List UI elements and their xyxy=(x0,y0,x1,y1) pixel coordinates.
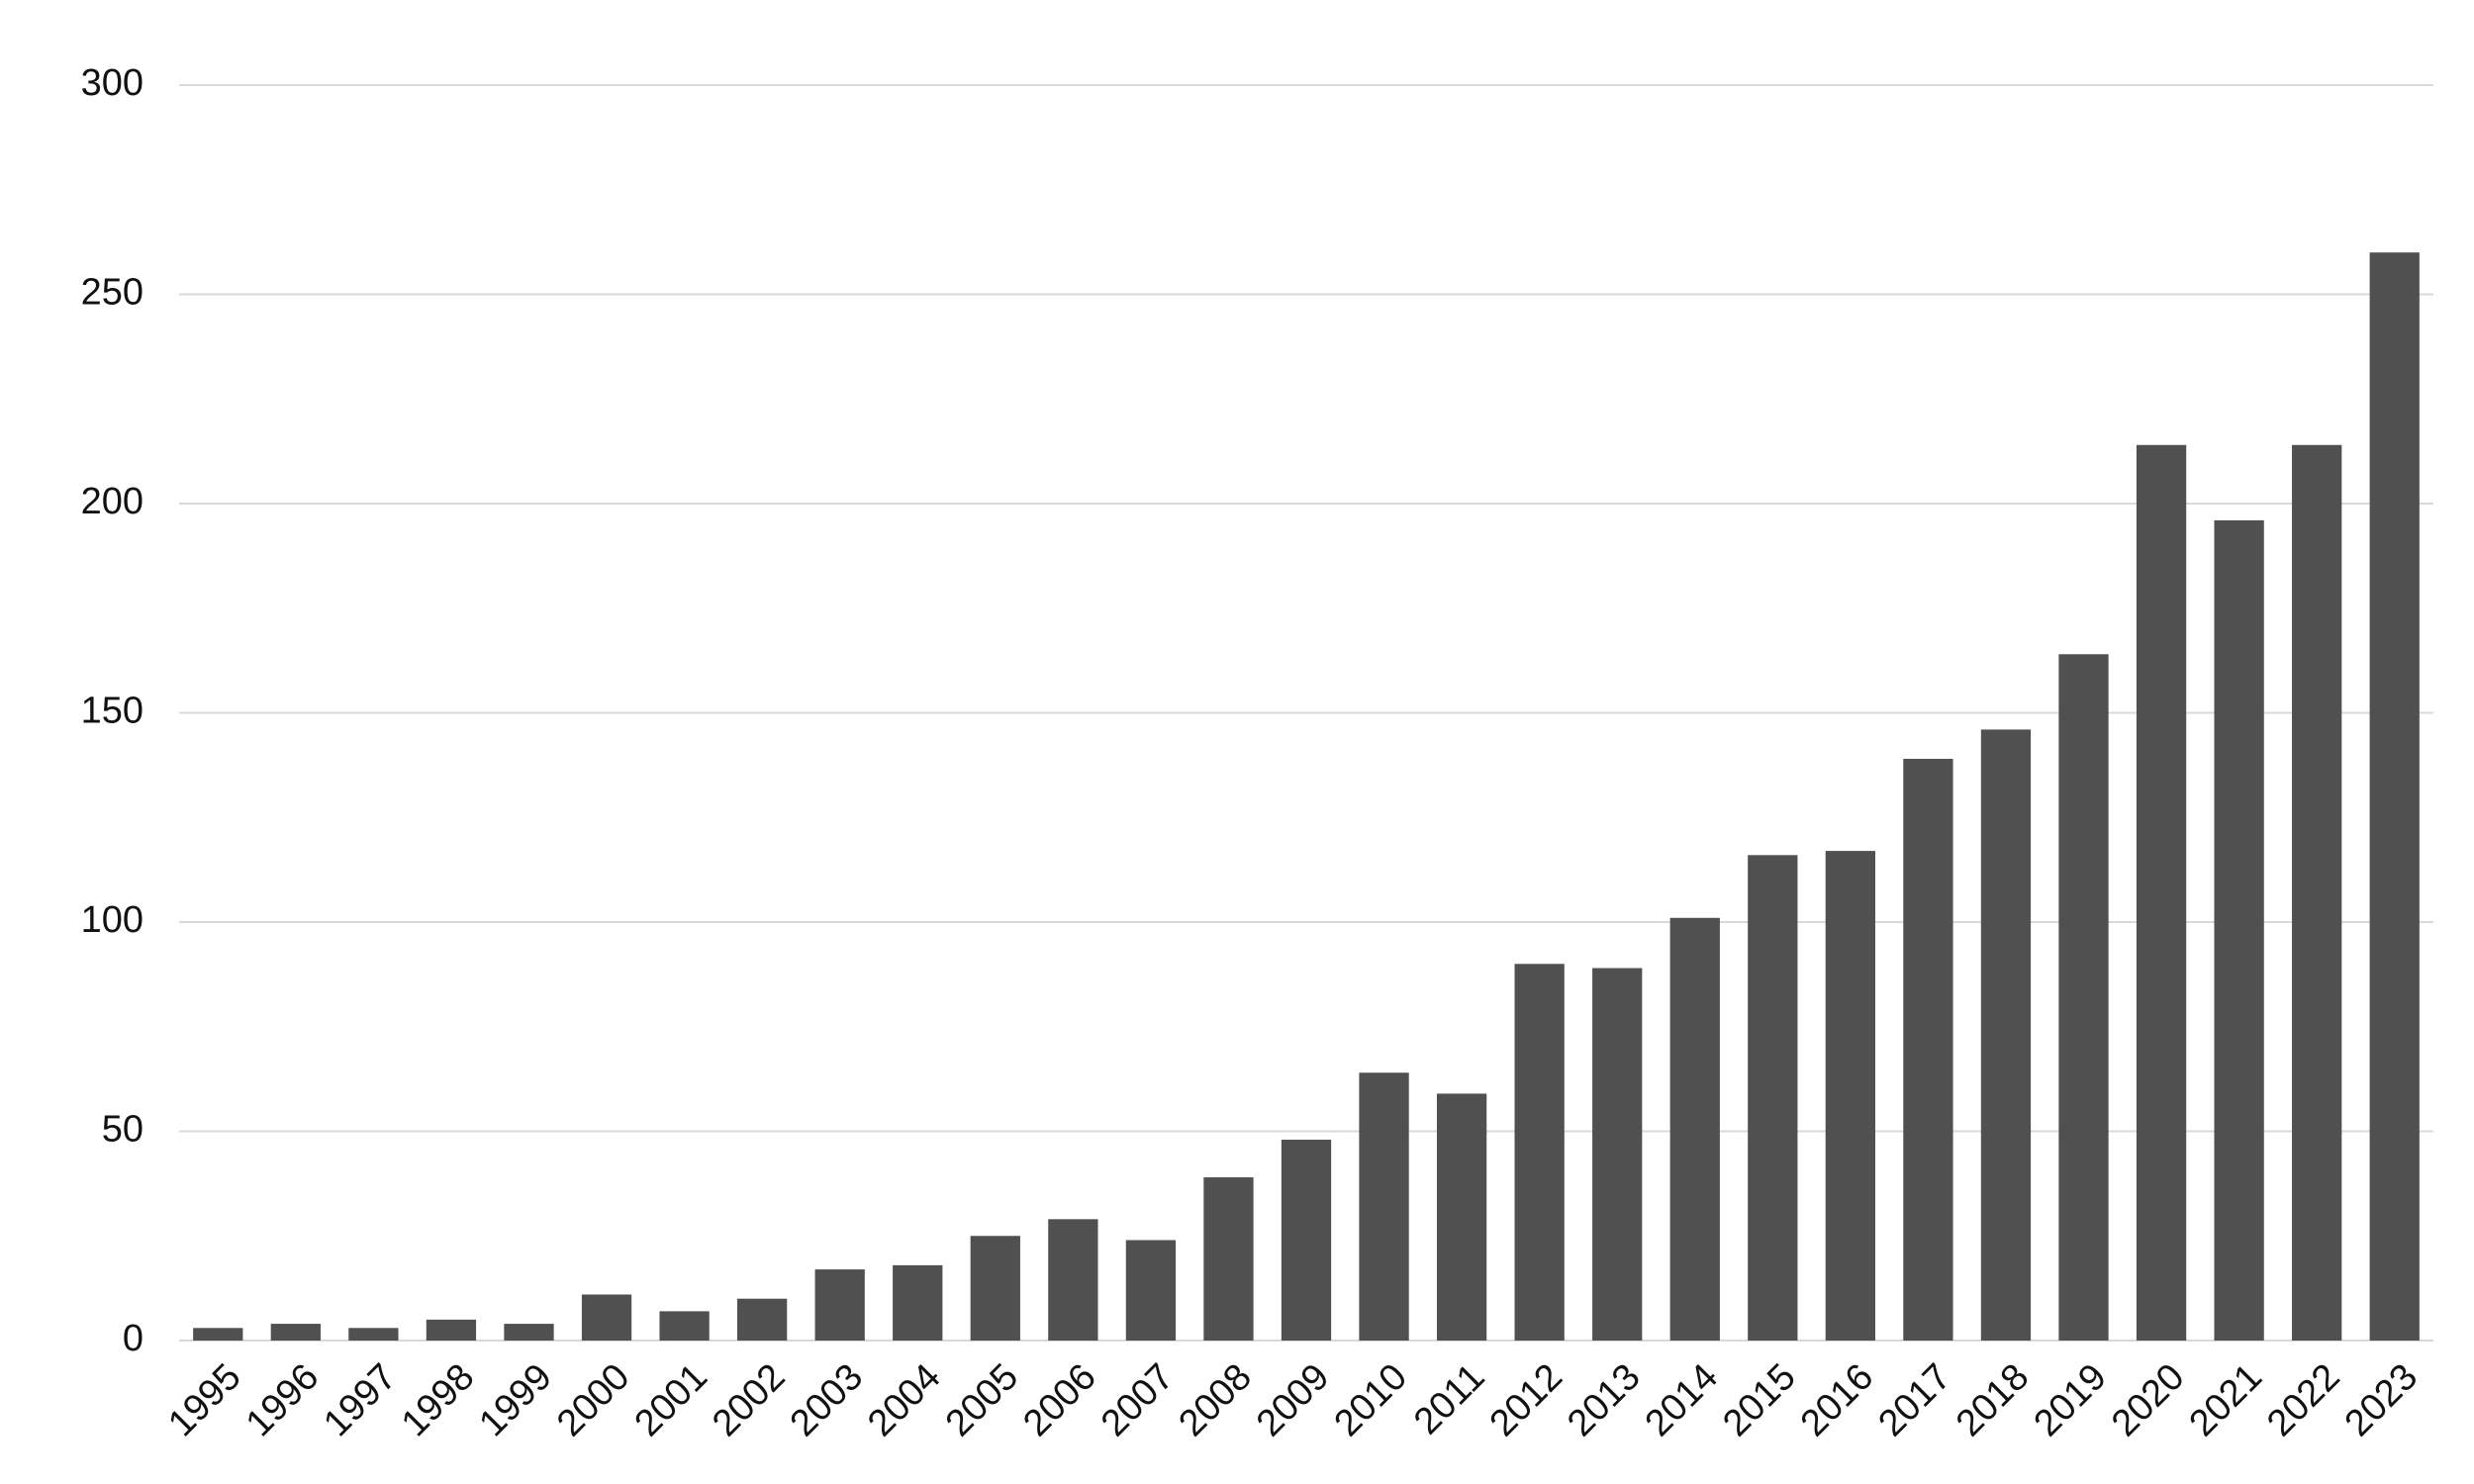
bar xyxy=(1980,729,2032,1341)
bar xyxy=(1669,917,1720,1341)
x-tick-label: 2005 xyxy=(938,1356,1026,1444)
x-tick-label: 2021 xyxy=(2182,1356,2270,1444)
x-tick-label: 2011 xyxy=(1406,1356,1492,1442)
x-tick-label: 2004 xyxy=(860,1356,948,1444)
bar xyxy=(504,1324,554,1341)
x-tick-label: 1997 xyxy=(316,1356,404,1444)
x-tick-label: 2022 xyxy=(2259,1356,2347,1444)
bar xyxy=(348,1328,399,1341)
bar xyxy=(581,1294,632,1341)
bar xyxy=(1748,855,1798,1341)
x-tick-label: 2017 xyxy=(1870,1356,1958,1444)
y-tick-label: 150 xyxy=(81,691,143,732)
bar xyxy=(270,1324,321,1341)
bar xyxy=(1825,851,1875,1341)
bar xyxy=(1903,759,1953,1341)
x-tick-label: 1995 xyxy=(160,1356,248,1444)
bar xyxy=(2369,252,2420,1342)
x-tick-label: 1999 xyxy=(471,1356,559,1444)
bar xyxy=(737,1298,788,1341)
x-tick-label: 2012 xyxy=(1482,1356,1570,1444)
y-tick-label: 0 xyxy=(123,1318,143,1359)
bar xyxy=(1125,1240,1177,1341)
y-tick-label: 250 xyxy=(81,272,143,314)
x-tick-label: 1998 xyxy=(394,1356,482,1444)
x-tick-label: 2010 xyxy=(1327,1356,1415,1444)
bar xyxy=(2214,519,2264,1341)
bar xyxy=(1203,1177,1254,1341)
x-tick-label: 2002 xyxy=(705,1356,793,1444)
bar xyxy=(2058,654,2109,1341)
x-tick-label: 2020 xyxy=(2104,1356,2192,1444)
y-tick-label: 50 xyxy=(102,1109,143,1151)
bar xyxy=(814,1269,865,1341)
bar xyxy=(1048,1219,1098,1341)
x-tick-label: 2003 xyxy=(783,1356,871,1444)
bar xyxy=(426,1319,477,1341)
bar xyxy=(2292,444,2342,1341)
x-tick-label: 2023 xyxy=(2337,1356,2426,1444)
bar xyxy=(970,1236,1020,1341)
y-tick-label: 200 xyxy=(81,481,143,522)
x-tick-label: 2019 xyxy=(2026,1356,2114,1444)
x-tick-label: 2015 xyxy=(1715,1356,1803,1444)
x-tick-label: 2006 xyxy=(1015,1356,1103,1444)
bar xyxy=(1281,1139,1332,1341)
bar xyxy=(2136,444,2187,1341)
x-tick-label: 2013 xyxy=(1560,1356,1648,1444)
bar xyxy=(659,1311,710,1341)
bar xyxy=(1359,1072,1409,1341)
x-tick-label: 2008 xyxy=(1171,1356,1259,1444)
bar xyxy=(893,1264,943,1341)
x-tick-label: 2007 xyxy=(1094,1356,1182,1444)
x-tick-label: 1996 xyxy=(238,1356,327,1444)
bar xyxy=(1514,964,1565,1341)
y-tick-label: 300 xyxy=(81,62,143,104)
x-tick-label: 2014 xyxy=(1638,1356,1726,1444)
x-tick-label: 2009 xyxy=(1249,1356,1337,1444)
y-tick-label: 100 xyxy=(81,899,143,941)
x-tick-label: 2016 xyxy=(1793,1356,1881,1444)
x-tick-label: 2001 xyxy=(627,1356,715,1444)
x-tick-label: 2018 xyxy=(1949,1356,2037,1444)
bar xyxy=(193,1328,243,1341)
bar xyxy=(1436,1093,1487,1341)
x-tick-label: 2000 xyxy=(549,1356,637,1444)
bar xyxy=(1592,968,1643,1341)
